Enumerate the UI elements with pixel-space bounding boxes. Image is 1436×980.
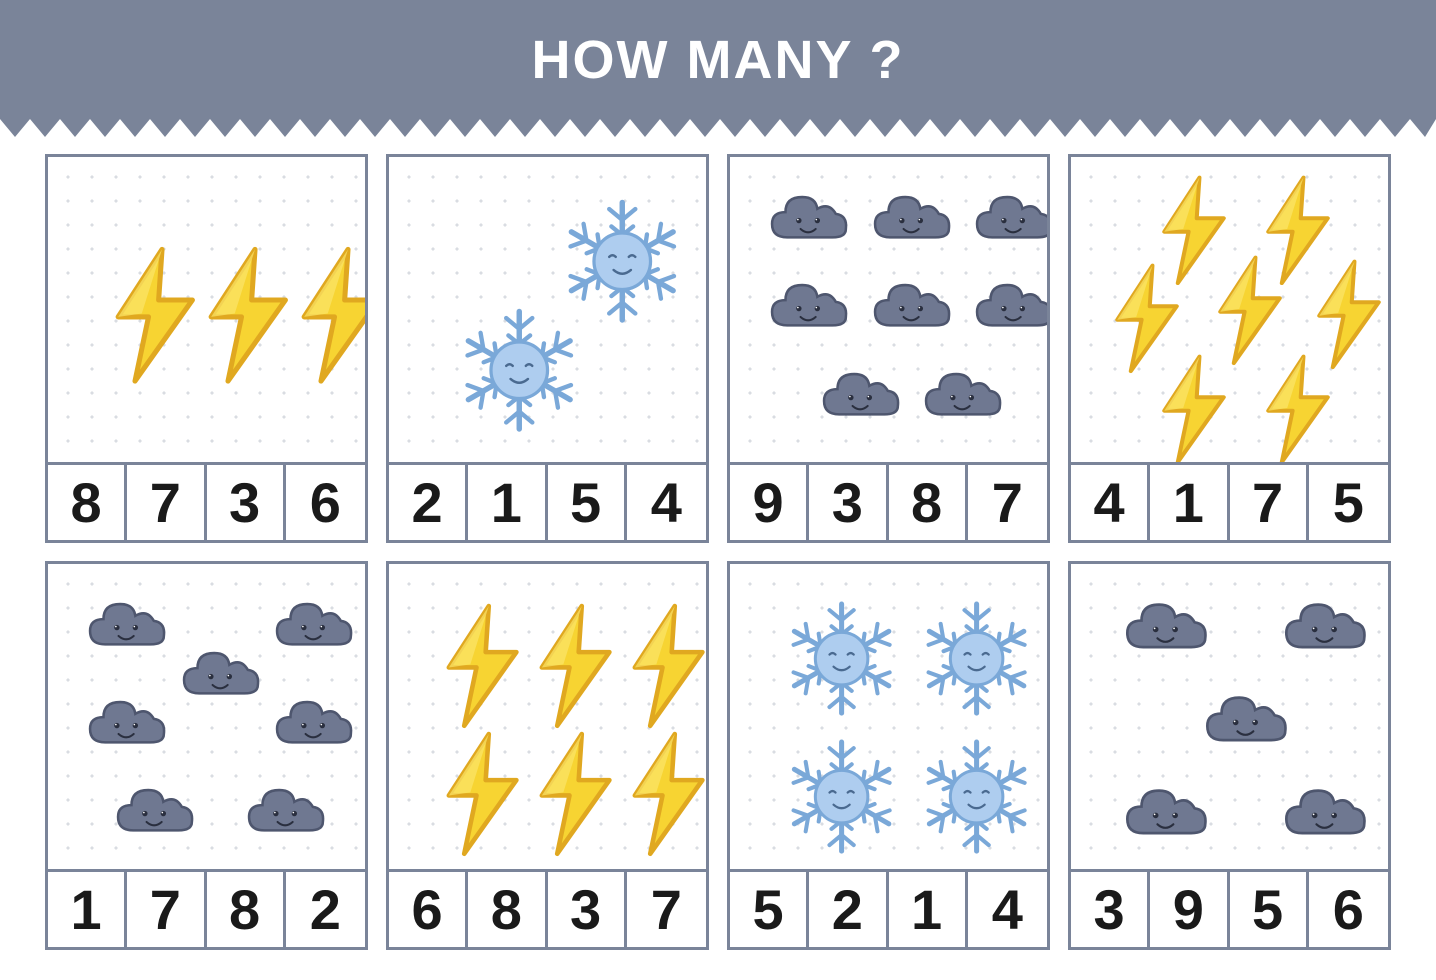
answer-option[interactable]: 3 <box>1071 872 1150 947</box>
answer-row: 8736 <box>48 462 365 540</box>
answer-option[interactable]: 2 <box>286 872 365 947</box>
counting-card: 6837 <box>386 561 709 950</box>
answer-option[interactable]: 7 <box>127 465 206 540</box>
bolt-icon <box>197 246 300 389</box>
bolt-icon <box>104 246 207 389</box>
bolt-icon <box>436 731 529 862</box>
answer-row: 3956 <box>1071 869 1388 947</box>
snowflake-icon <box>781 598 902 724</box>
snowflake-icon <box>781 736 902 862</box>
counting-card: 5214 <box>727 561 1050 950</box>
picture-area <box>730 157 1047 462</box>
zigzag-divider <box>0 119 1436 143</box>
cloud-icon <box>972 187 1047 252</box>
answer-option[interactable]: 1 <box>468 465 547 540</box>
cloud-icon <box>113 780 197 845</box>
picture-area <box>1071 157 1388 462</box>
card-grid: 8736 <box>0 144 1436 980</box>
counting-card: 8736 <box>45 154 368 543</box>
answer-option[interactable]: 6 <box>1309 872 1388 947</box>
cloud-icon <box>179 643 263 708</box>
bolt-icon <box>290 246 365 389</box>
answer-row: 4175 <box>1071 462 1388 540</box>
cloud-icon <box>1202 687 1291 756</box>
header: HOW MANY ? <box>0 0 1436 120</box>
answer-option[interactable]: 6 <box>286 465 365 540</box>
cloud-icon <box>1122 594 1211 663</box>
answer-option[interactable]: 5 <box>548 465 627 540</box>
cloud-icon <box>85 692 169 757</box>
bolt-icon <box>1257 354 1339 462</box>
counting-card: 4175 <box>1068 154 1391 543</box>
picture-area <box>1071 564 1388 869</box>
answer-row: 9387 <box>730 462 1047 540</box>
answer-option[interactable]: 9 <box>730 465 809 540</box>
answer-option[interactable]: 5 <box>730 872 809 947</box>
answer-option[interactable]: 5 <box>1309 465 1388 540</box>
picture-area <box>389 157 706 462</box>
answer-option[interactable]: 2 <box>389 465 468 540</box>
counting-card: 2154 <box>386 154 709 543</box>
answer-option[interactable]: 4 <box>627 465 706 540</box>
cloud-icon <box>1281 780 1370 849</box>
cloud-icon <box>1122 780 1211 849</box>
answer-row: 2154 <box>389 462 706 540</box>
answer-option[interactable]: 4 <box>968 872 1047 947</box>
answer-option[interactable]: 8 <box>207 872 286 947</box>
answer-option[interactable]: 7 <box>627 872 706 947</box>
bolt-icon <box>622 731 706 862</box>
answer-option[interactable]: 2 <box>809 872 888 947</box>
counting-card: 1782 <box>45 561 368 950</box>
counting-card: 9387 <box>727 154 1050 543</box>
answer-option[interactable]: 7 <box>1230 465 1309 540</box>
cloud-icon <box>272 594 356 659</box>
answer-option[interactable]: 8 <box>48 465 127 540</box>
answer-row: 1782 <box>48 869 365 947</box>
cloud-icon <box>870 275 954 340</box>
answer-option[interactable]: 7 <box>127 872 206 947</box>
cloud-icon <box>272 692 356 757</box>
answer-row: 6837 <box>389 869 706 947</box>
cloud-icon <box>819 364 903 429</box>
answer-option[interactable]: 8 <box>468 872 547 947</box>
answer-option[interactable]: 8 <box>889 465 968 540</box>
answer-row: 5214 <box>730 869 1047 947</box>
answer-option[interactable]: 3 <box>809 465 888 540</box>
answer-option[interactable]: 5 <box>1230 872 1309 947</box>
cloud-icon <box>244 780 328 845</box>
answer-option[interactable]: 7 <box>968 465 1047 540</box>
cloud-icon <box>85 594 169 659</box>
snowflake-icon <box>916 736 1037 862</box>
answer-option[interactable]: 1 <box>1150 465 1229 540</box>
bolt-icon <box>436 603 529 734</box>
bolt-icon <box>529 603 622 734</box>
cloud-icon <box>870 187 954 252</box>
answer-option[interactable]: 9 <box>1150 872 1229 947</box>
picture-area <box>389 564 706 869</box>
answer-option[interactable]: 1 <box>889 872 968 947</box>
answer-option[interactable]: 4 <box>1071 465 1150 540</box>
answer-option[interactable]: 3 <box>207 465 286 540</box>
snowflake-icon <box>454 305 585 441</box>
answer-option[interactable]: 1 <box>48 872 127 947</box>
page-title: HOW MANY ? <box>532 29 905 91</box>
snowflake-icon <box>916 598 1037 724</box>
picture-area <box>48 564 365 869</box>
bolt-icon <box>529 731 622 862</box>
bolt-icon <box>1153 354 1235 462</box>
cloud-icon <box>1281 594 1370 663</box>
picture-area <box>48 157 365 462</box>
answer-option[interactable]: 3 <box>548 872 627 947</box>
cloud-icon <box>972 275 1047 340</box>
cloud-icon <box>921 364 1005 429</box>
picture-area <box>730 564 1047 869</box>
cloud-icon <box>767 275 851 340</box>
counting-card: 3956 <box>1068 561 1391 950</box>
answer-option[interactable]: 6 <box>389 872 468 947</box>
bolt-icon <box>622 603 706 734</box>
cloud-icon <box>767 187 851 252</box>
